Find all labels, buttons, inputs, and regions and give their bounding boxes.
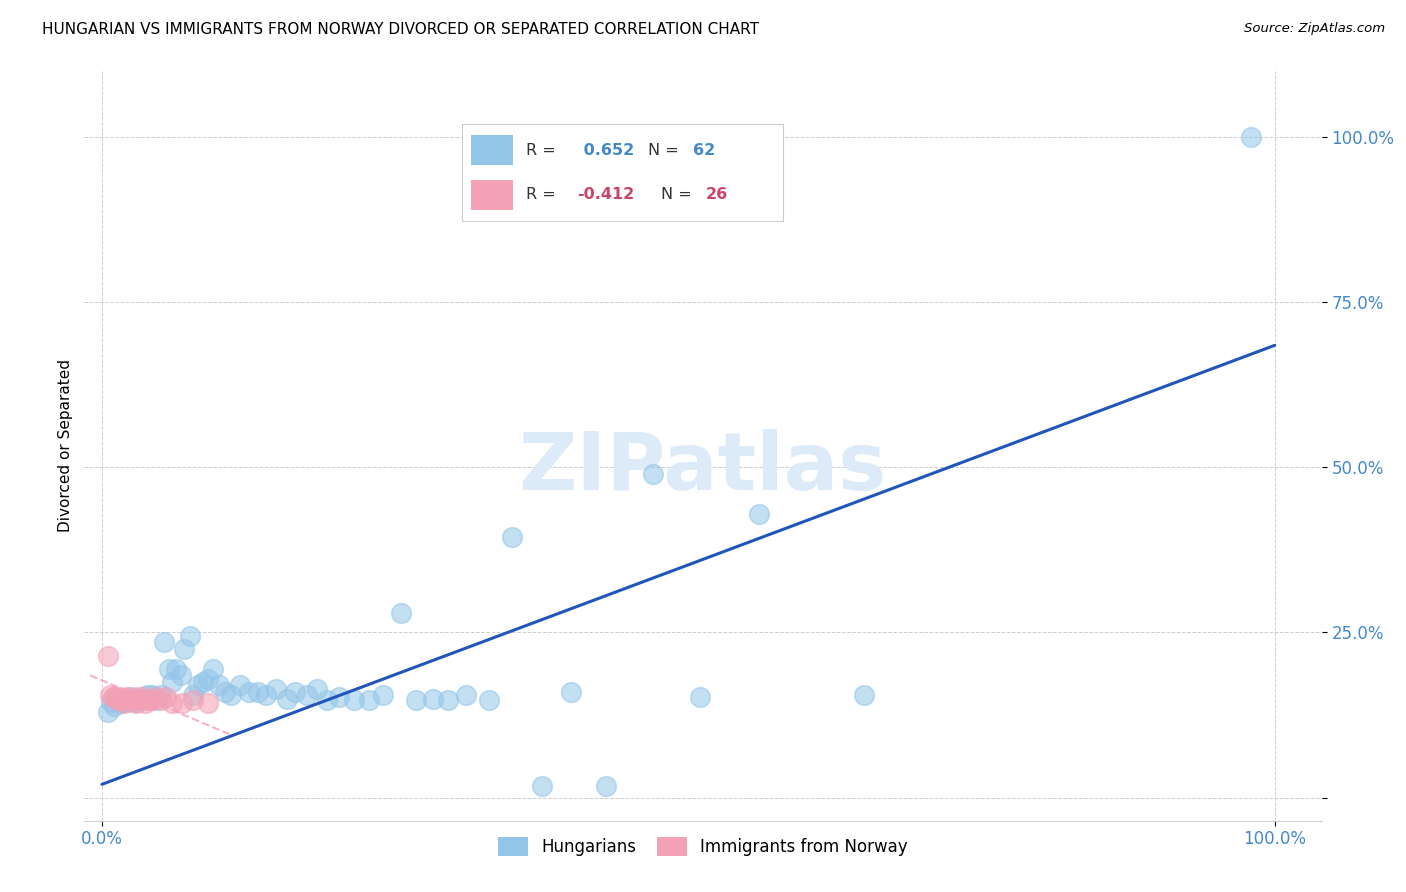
Point xyxy=(129,693,152,707)
Point xyxy=(162,696,184,710)
Point xyxy=(120,690,142,705)
Point xyxy=(97,648,120,663)
Point xyxy=(145,693,167,707)
Point xyxy=(389,606,412,620)
Point xyxy=(127,695,149,709)
Point xyxy=(127,690,149,705)
Point xyxy=(219,688,242,702)
Point xyxy=(264,681,287,696)
Point xyxy=(162,675,184,690)
Point xyxy=(328,690,350,705)
Point xyxy=(179,629,201,643)
Point xyxy=(118,691,141,706)
Point xyxy=(112,696,135,710)
Point xyxy=(153,635,176,649)
Point xyxy=(191,675,214,690)
Point xyxy=(105,693,128,707)
Point xyxy=(122,693,145,707)
Point xyxy=(135,688,157,702)
Point xyxy=(214,685,236,699)
Point xyxy=(149,688,172,702)
Point xyxy=(98,688,121,702)
Point xyxy=(501,530,523,544)
Y-axis label: Divorced or Separated: Divorced or Separated xyxy=(58,359,73,533)
Point xyxy=(122,693,145,707)
Point xyxy=(138,691,160,706)
Point xyxy=(229,678,252,692)
Point xyxy=(197,696,219,710)
Point xyxy=(111,693,134,707)
Point xyxy=(202,662,225,676)
Point xyxy=(187,678,209,692)
Point xyxy=(134,696,156,710)
Point xyxy=(208,678,231,692)
Point xyxy=(155,690,177,705)
Point xyxy=(169,668,191,682)
Point xyxy=(359,693,381,707)
Point xyxy=(183,688,205,702)
Point xyxy=(295,688,318,702)
Point xyxy=(183,693,205,707)
Point xyxy=(316,693,339,707)
Point xyxy=(157,662,180,676)
Point xyxy=(254,688,277,702)
Point xyxy=(114,691,136,706)
Point xyxy=(103,699,125,714)
Text: ZIPatlas: ZIPatlas xyxy=(519,429,887,508)
Point xyxy=(530,779,553,793)
Point xyxy=(560,685,582,699)
Point xyxy=(422,691,444,706)
Point xyxy=(853,688,876,702)
Legend: Hungarians, Immigrants from Norway: Hungarians, Immigrants from Norway xyxy=(491,829,915,864)
Point xyxy=(1240,130,1263,145)
Point xyxy=(197,672,219,686)
Point xyxy=(132,690,155,705)
Point xyxy=(305,681,328,696)
Point xyxy=(132,693,155,707)
Point xyxy=(141,693,163,707)
Point xyxy=(145,690,167,705)
Point xyxy=(125,696,148,710)
Point xyxy=(238,685,260,699)
Point xyxy=(748,507,770,521)
Point xyxy=(120,693,142,707)
Point xyxy=(373,688,395,702)
Point xyxy=(284,685,307,699)
Point xyxy=(149,693,172,707)
Point xyxy=(689,690,711,705)
Point xyxy=(165,662,187,676)
Point xyxy=(141,688,163,702)
Point xyxy=(115,690,138,705)
Point xyxy=(101,690,124,705)
Point xyxy=(105,691,128,706)
Text: Source: ZipAtlas.com: Source: ZipAtlas.com xyxy=(1244,22,1385,36)
Point xyxy=(100,695,122,709)
Point xyxy=(117,695,139,709)
Point xyxy=(108,690,131,705)
Point xyxy=(405,693,427,707)
Point xyxy=(643,467,665,481)
Point xyxy=(104,690,127,705)
Point xyxy=(173,642,195,657)
Point xyxy=(170,696,193,710)
Point xyxy=(478,693,501,707)
Point xyxy=(112,693,135,707)
Point xyxy=(595,779,617,793)
Point xyxy=(128,691,150,706)
Point xyxy=(108,696,131,710)
Point xyxy=(454,688,477,702)
Point xyxy=(437,693,460,707)
Text: HUNGARIAN VS IMMIGRANTS FROM NORWAY DIVORCED OR SEPARATED CORRELATION CHART: HUNGARIAN VS IMMIGRANTS FROM NORWAY DIVO… xyxy=(42,22,759,37)
Point xyxy=(138,693,160,707)
Point xyxy=(276,691,298,706)
Point xyxy=(343,693,366,707)
Point xyxy=(97,705,120,719)
Point xyxy=(246,685,269,699)
